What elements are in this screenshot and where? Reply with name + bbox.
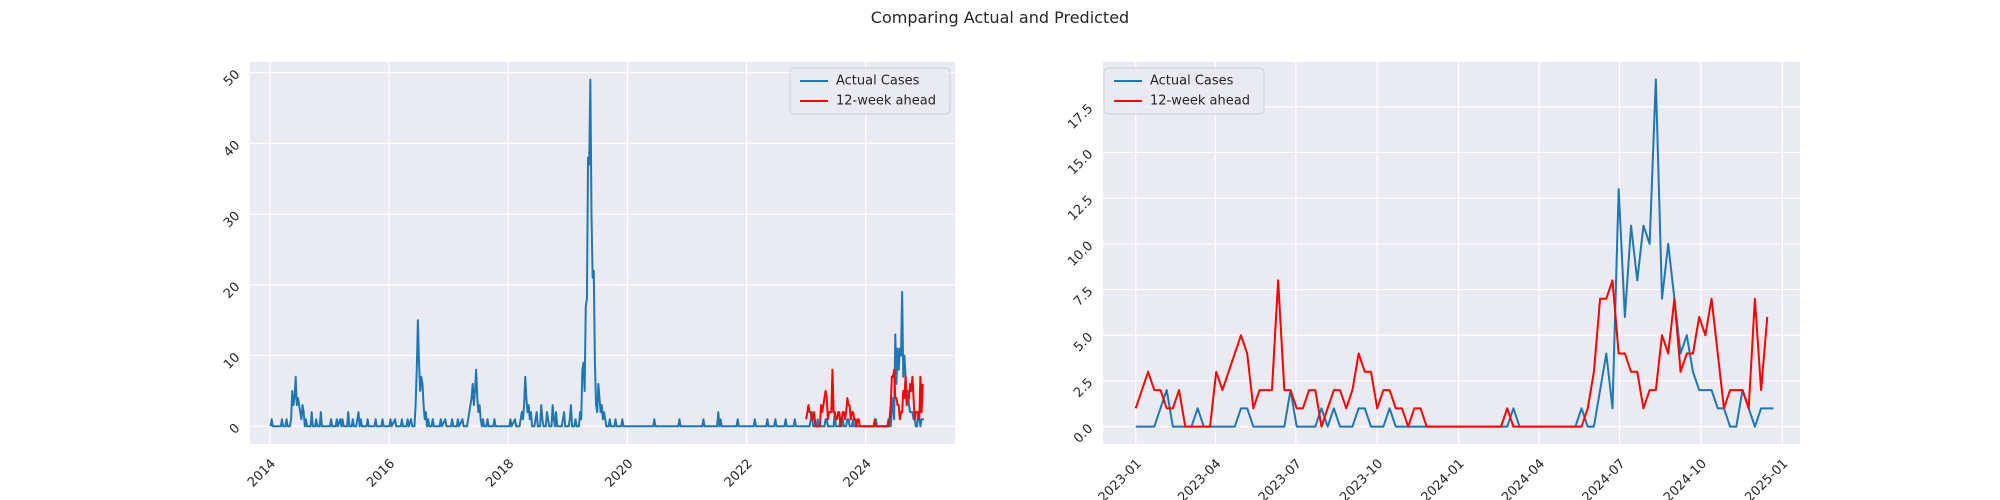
legend-label: 12-week ahead xyxy=(836,94,936,109)
y-tick-label: 5.0 xyxy=(1071,330,1096,355)
x-tick-label: 2014 xyxy=(245,456,279,490)
x-tick-label: 2023-04 xyxy=(1175,456,1224,500)
y-tick-label: 20 xyxy=(221,280,243,302)
y-tick-label: 0 xyxy=(227,421,243,437)
x-tick-label: 2024-10 xyxy=(1661,456,1710,500)
x-tick-label: 2023-01 xyxy=(1096,456,1145,500)
prediction-line xyxy=(1134,279,1769,428)
legend-box xyxy=(789,67,951,115)
y-tick-label: 17.5 xyxy=(1065,101,1096,132)
x-tick-label: 2023-07 xyxy=(1256,456,1305,500)
x-tick-label: 2020 xyxy=(602,456,636,490)
x-tick-label: 2023-10 xyxy=(1337,456,1386,500)
x-tick-label: 2024-07 xyxy=(1580,456,1629,500)
plot-area xyxy=(250,62,955,444)
legend-box xyxy=(1103,67,1265,115)
x-tick-label: 2016 xyxy=(364,456,398,490)
y-tick-label: 15.0 xyxy=(1065,147,1096,178)
y-tick-label: 10.0 xyxy=(1065,239,1096,270)
y-tick-label: 2.5 xyxy=(1071,376,1096,401)
prediction-line xyxy=(805,368,924,428)
legend-label: Actual Cases xyxy=(1150,74,1234,89)
right-chart-panel: 2023-01 2023-04 2023-07 2023-10 2024-01 2024-… xyxy=(1065,62,1800,500)
y-tick-label: 10 xyxy=(221,350,243,372)
y-tick-label: 30 xyxy=(221,209,243,231)
left-chart-panel: 2014 2016 2018 2020 2022 2024 0 10 20 30 40 50 Actua… xyxy=(221,62,955,490)
actual-cases-line xyxy=(269,78,924,428)
x-tick-label: 2022 xyxy=(722,456,756,490)
legend-label: 12-week ahead xyxy=(1150,94,1250,109)
legend: Actual Cases 12-week ahead xyxy=(1103,67,1265,115)
y-tick-label: 7.5 xyxy=(1071,284,1096,309)
actual-cases-line xyxy=(1135,78,1774,428)
legend: Actual Cases 12-week ahead xyxy=(789,67,951,115)
x-tick-label: 2024-04 xyxy=(1499,456,1548,500)
figure-title: Comparing Actual and Predicted xyxy=(870,8,1130,27)
x-tick-label: 2018 xyxy=(483,456,517,490)
legend-label: Actual Cases xyxy=(836,74,920,89)
y-tick-label: 0.0 xyxy=(1071,421,1096,446)
x-tick-label: 2024 xyxy=(841,456,875,490)
x-tick-label: 2025-01 xyxy=(1742,456,1791,500)
plot-area xyxy=(1103,62,1800,444)
y-tick-label: 40 xyxy=(221,138,243,160)
x-tick-label: 2024-01 xyxy=(1419,456,1468,500)
y-tick-label: 12.5 xyxy=(1065,193,1096,224)
y-tick-label: 50 xyxy=(221,67,243,89)
